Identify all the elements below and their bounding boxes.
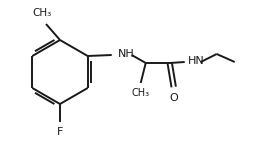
Text: HN: HN xyxy=(188,56,205,66)
Text: CH₃: CH₃ xyxy=(32,8,52,18)
Text: NH: NH xyxy=(118,49,134,59)
Text: O: O xyxy=(169,93,178,103)
Text: F: F xyxy=(57,127,63,137)
Text: CH₃: CH₃ xyxy=(132,88,150,98)
